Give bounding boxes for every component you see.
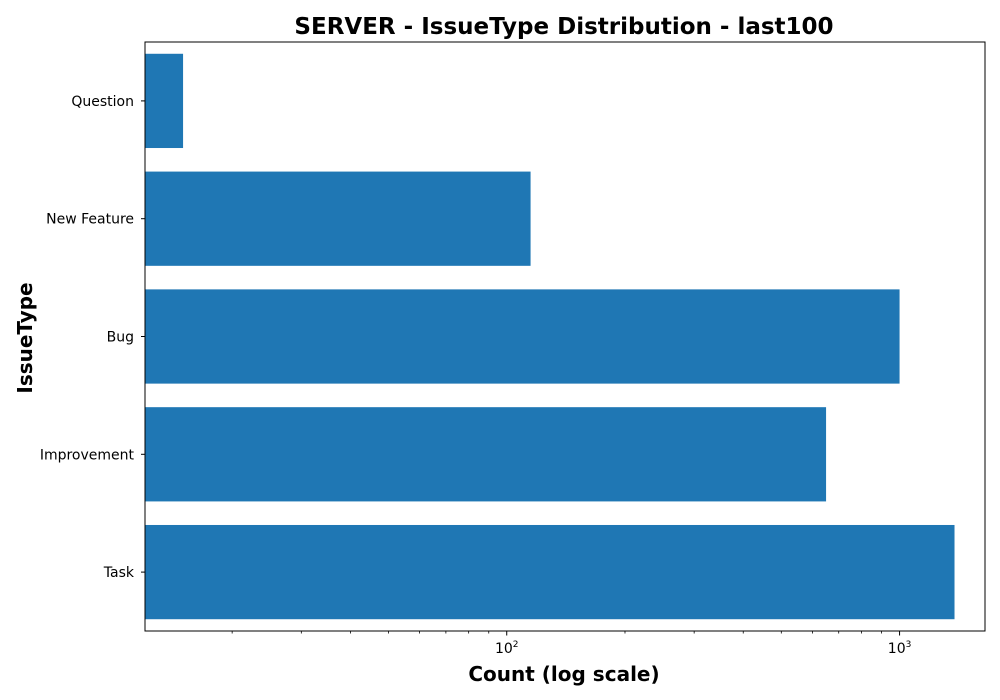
x-tick-label: 102 — [495, 640, 519, 657]
plot-frame — [144, 41, 986, 632]
x-axis-label: Count (log scale) — [468, 662, 659, 686]
y-tick-label: Question — [71, 94, 134, 110]
y-tick-label: Bug — [107, 330, 134, 346]
bars-group — [145, 53, 955, 620]
bar-improvement — [145, 407, 827, 502]
x-ticks-group: 102 103 — [231, 631, 912, 657]
bar-question — [145, 53, 184, 149]
chart-title: SERVER - IssueType Distribution - last10… — [294, 14, 833, 40]
y-axis-label: IssueType — [13, 282, 37, 393]
y-tick-label: New Feature — [46, 212, 134, 228]
y-ticks-group: Task Improvement Bug New Feature Question — [40, 94, 145, 581]
y-tick-label: Improvement — [40, 447, 135, 463]
y-tick-label: Task — [103, 565, 135, 581]
bar-task — [145, 524, 955, 620]
bar-new-feature — [145, 171, 531, 266]
bar-bug — [145, 289, 900, 384]
x-tick-label: 103 — [888, 640, 912, 657]
